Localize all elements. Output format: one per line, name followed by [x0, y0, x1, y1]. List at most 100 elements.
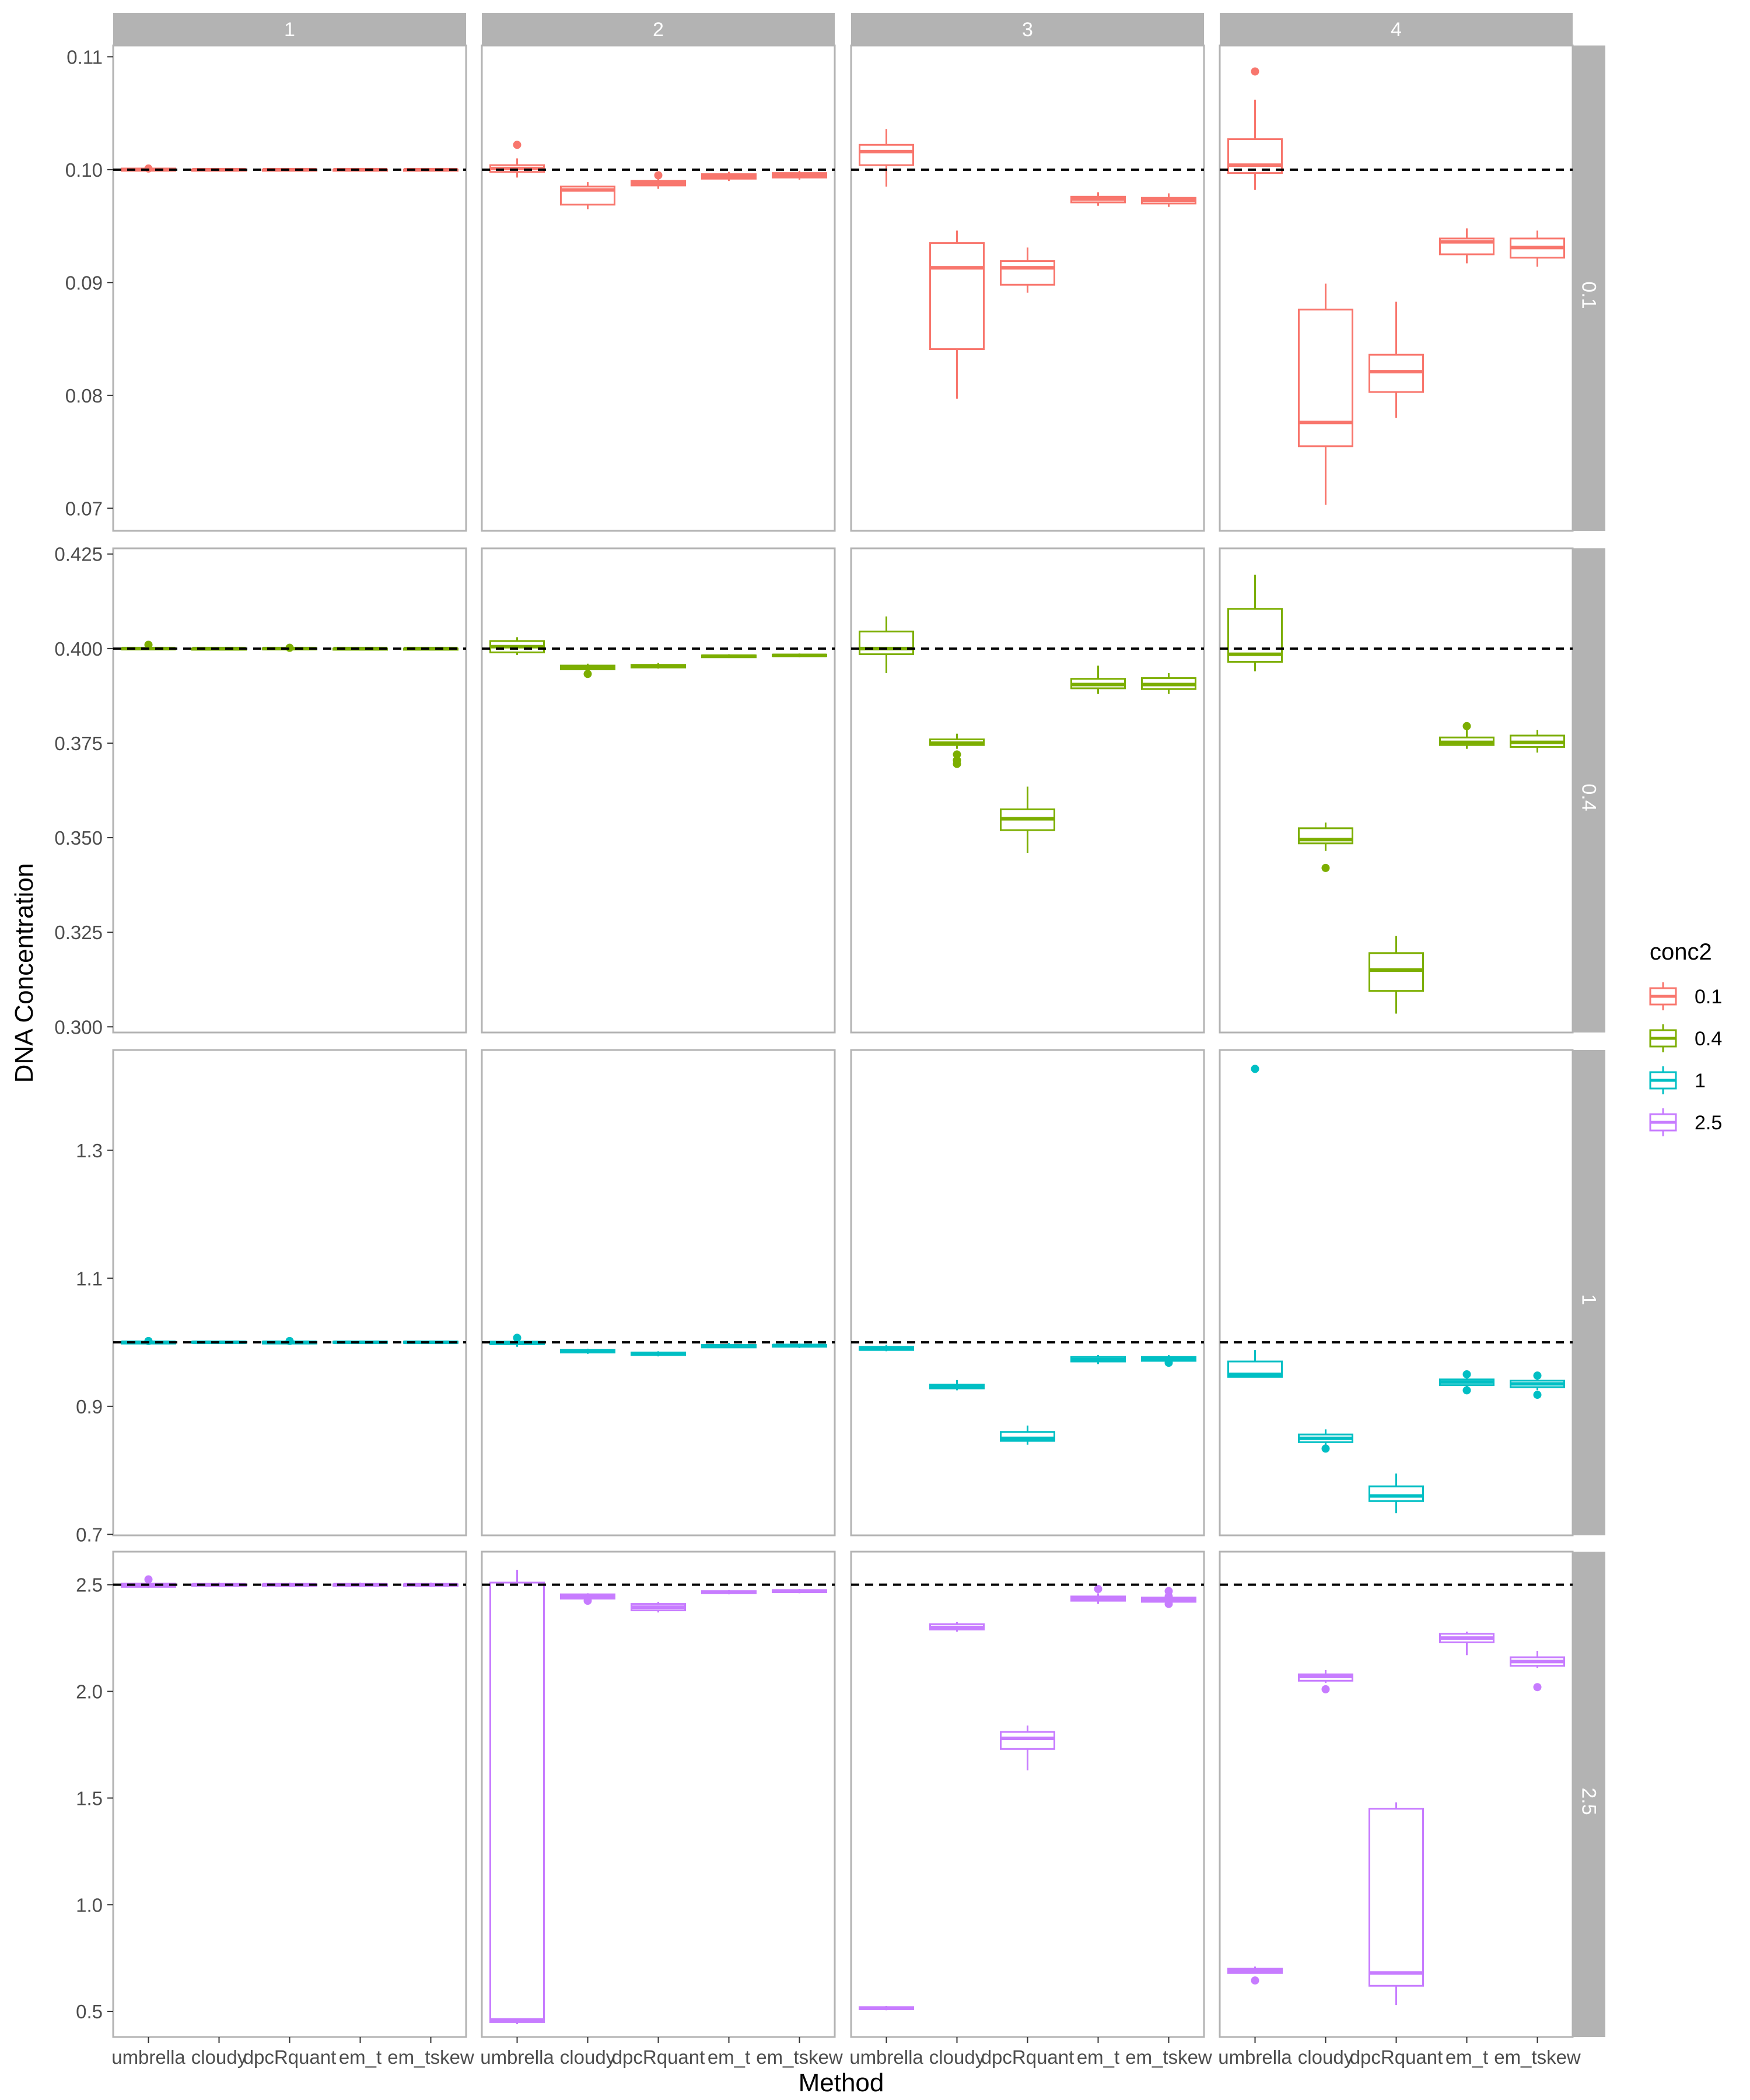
box-em_tskew — [1510, 230, 1565, 267]
box-dpcRquant — [1000, 786, 1055, 853]
box-umbrella — [859, 1345, 914, 1352]
box-umbrella — [489, 1570, 545, 2025]
row-strip-1 — [1573, 1050, 1605, 1535]
box-em_t — [1439, 1632, 1494, 1656]
box-iqr — [1368, 1485, 1424, 1502]
x-tick-label: em_t — [1446, 2046, 1488, 2068]
y-tick-label: 0.9 — [76, 1396, 103, 1418]
panel-0.4-4 — [1219, 547, 1574, 1034]
panel-2.5-4 — [1219, 1550, 1574, 2038]
box-em_t — [701, 172, 757, 181]
box-em_t — [701, 654, 757, 659]
box-dpcRquant — [631, 171, 686, 189]
box-em_tskew — [1510, 730, 1565, 753]
box-umbrella — [1227, 575, 1283, 671]
y-tick-label: 0.300 — [54, 1016, 103, 1038]
panel-frame — [112, 1550, 467, 2038]
box-dpcRquant — [1000, 1425, 1055, 1445]
panel-frame — [112, 44, 467, 532]
box-em_tskew — [1141, 193, 1196, 207]
outlier-point — [285, 643, 294, 652]
box-em_t — [1439, 228, 1494, 264]
outlier-point — [654, 171, 663, 180]
y-tick-label: 0.425 — [54, 544, 103, 565]
row-strip-2.5 — [1573, 1552, 1605, 2037]
panel-0.1-2 — [481, 44, 836, 532]
row-strip-0.1 — [1573, 46, 1605, 531]
box-em_tskew — [772, 170, 827, 180]
panel-0.4-1 — [112, 547, 467, 1034]
row-strip-label-0.1: 0.1 — [1578, 281, 1600, 309]
y-tick-label: 0.07 — [65, 498, 103, 519]
box-dpcRquant — [631, 1601, 686, 1613]
box-cloudy — [929, 1380, 985, 1391]
box-cloudy — [560, 182, 615, 209]
legend-item-0.1: 0.1 — [1647, 980, 1722, 1013]
y-tick-label: 1.5 — [76, 1787, 103, 1809]
legend-item-label: 2.5 — [1695, 1112, 1722, 1134]
y-tick-label: 2.0 — [76, 1681, 103, 1703]
y-tick-label: 0.375 — [54, 733, 103, 754]
outlier-point — [953, 750, 961, 759]
y-tick-label: 2.5 — [76, 1574, 103, 1596]
x-tick-label: cloudy — [191, 2046, 247, 2068]
col-strip-label-4: 4 — [1391, 19, 1402, 41]
outlier-point — [583, 670, 592, 678]
outlier-point — [1094, 1585, 1102, 1593]
box-em_tskew — [772, 1589, 827, 1594]
col-strip-3 — [851, 13, 1204, 46]
legend-item-1: 1 — [1647, 1064, 1706, 1097]
legend-item-label: 0.4 — [1695, 1028, 1722, 1050]
outlier-point — [513, 1334, 522, 1342]
box-iqr — [1368, 952, 1424, 992]
outlier-point — [285, 1336, 294, 1345]
panel-frame — [481, 1049, 836, 1536]
box-em_t — [701, 1343, 757, 1349]
panel-0.4-2 — [481, 547, 836, 1034]
box-dpcRquant — [1368, 1474, 1424, 1514]
col-strip-label-3: 3 — [1022, 19, 1033, 41]
box-dpcRquant — [1000, 247, 1055, 293]
box-cloudy — [560, 1349, 615, 1354]
box-cloudy — [560, 1593, 615, 1605]
box-dpcRquant — [631, 663, 686, 669]
panel-0.4-3 — [850, 547, 1205, 1034]
x-tick-label: em_t — [1077, 2046, 1119, 2068]
outlier-point — [1533, 1683, 1542, 1692]
box-dpcRquant — [1368, 302, 1424, 418]
box-dpcRquant — [1368, 1802, 1424, 2006]
x-tick-label: umbrella — [1218, 2046, 1292, 2068]
panel-0.1-3 — [850, 44, 1205, 532]
x-tick-label: dpcRquant — [612, 2046, 705, 2068]
box-iqr — [1298, 309, 1353, 447]
box-em_tskew — [1141, 673, 1196, 694]
x-tick-label: dpcRquant — [243, 2046, 337, 2068]
box-em_tskew — [1510, 1651, 1565, 1692]
legend-title: conc2 — [1650, 939, 1712, 965]
y-tick-label: 1.0 — [76, 1894, 103, 1916]
x-tick-label: em_tskew — [1125, 2046, 1212, 2068]
panel-1-1 — [112, 1049, 467, 1536]
row-strip-label-0.4: 0.4 — [1578, 783, 1600, 811]
box-iqr — [1227, 138, 1283, 174]
x-tick-label: umbrella — [849, 2046, 923, 2068]
axes-layer: 1 2 3 4 0.1 0.07 0.08 0.09 0.10 0.11 0.4 0.300 0.325… — [54, 13, 1605, 2068]
panel-2.5-1 — [112, 1550, 467, 2038]
box-iqr — [929, 242, 985, 350]
box-em_t — [1070, 1355, 1126, 1364]
box-em_t — [1070, 192, 1126, 206]
col-strip-label-2: 2 — [653, 19, 664, 41]
outlier-point — [1251, 67, 1259, 76]
box-iqr — [489, 1581, 545, 2023]
panel-frame — [850, 1550, 1205, 2038]
outlier-point — [1251, 1976, 1259, 1985]
outlier-point — [1462, 722, 1471, 730]
box-umbrella — [1227, 1065, 1283, 1378]
y-tick-label: 0.350 — [54, 827, 103, 849]
outlier-point — [1321, 863, 1330, 872]
y-axis-title: DNA Concentration — [10, 863, 38, 1083]
x-tick-label: em_t — [708, 2046, 750, 2068]
panel-frame — [1219, 44, 1574, 532]
outlier-point — [1533, 1371, 1542, 1380]
